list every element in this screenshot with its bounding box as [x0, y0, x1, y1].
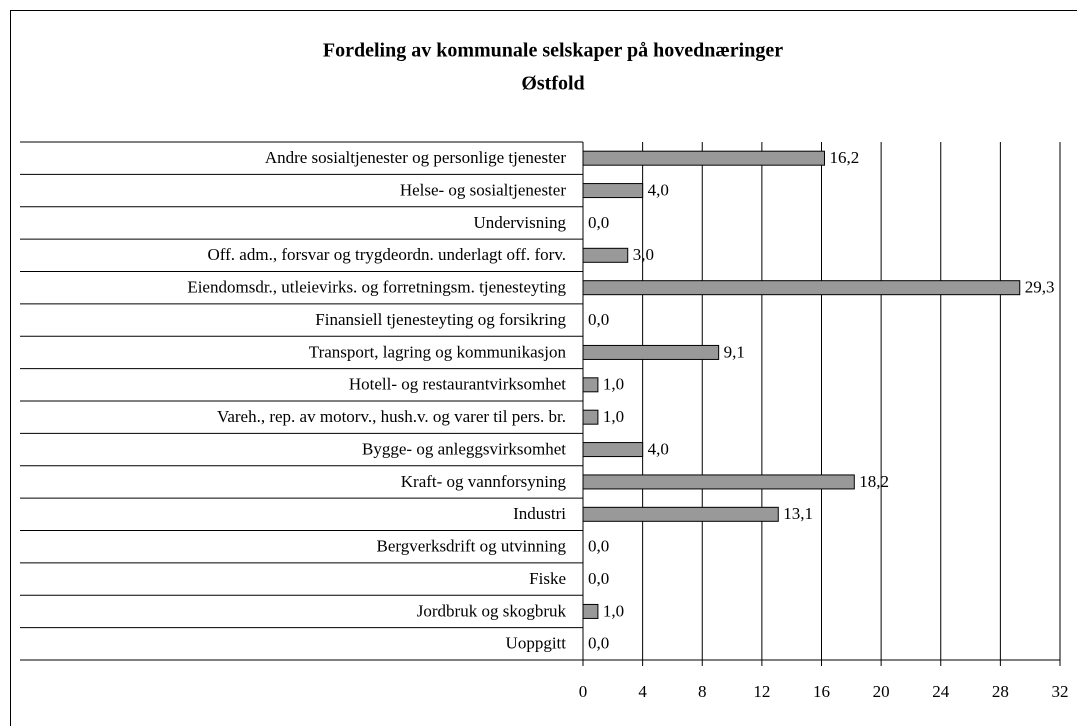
x-tick-label: 0 [579, 682, 588, 701]
data-label: 18,2 [859, 472, 889, 491]
y-tick-label: Vareh., rep. av motorv., hush.v. og vare… [217, 407, 566, 426]
data-label: 3,0 [633, 245, 654, 264]
data-label: 16,2 [829, 148, 859, 167]
data-label: 29,3 [1025, 278, 1055, 297]
x-tick-label: 16 [813, 682, 830, 701]
y-tick-label: Hotell- og restaurantvirksomhet [349, 375, 566, 394]
y-tick-label: Fiske [529, 569, 566, 588]
data-label: 0,0 [588, 213, 609, 232]
x-tick-label: 8 [698, 682, 707, 701]
data-label: 1,0 [603, 601, 624, 620]
y-tick-label: Eiendomsdr., utleievirks. og forretnings… [187, 278, 566, 297]
y-tick-label: Jordbruk og skogbruk [417, 601, 567, 620]
bar [582, 183, 644, 199]
data-label: 0,0 [588, 310, 609, 329]
x-tick-label: 4 [638, 682, 647, 701]
bar [582, 603, 599, 619]
data-label: 13,1 [783, 504, 813, 523]
y-tick-label: Finansiell tjenesteyting og forsikring [315, 310, 566, 329]
data-label: 0,0 [588, 569, 609, 588]
data-label: 4,0 [648, 180, 669, 199]
x-tick-label: 32 [1052, 682, 1069, 701]
data-label: 4,0 [648, 439, 669, 458]
bar [582, 247, 629, 263]
x-tick-label: 20 [873, 682, 890, 701]
y-tick-label: Off. adm., forsvar og trygdeordn. underl… [208, 245, 566, 264]
y-tick-label: Transport, lagring og kommunikasjon [309, 342, 567, 361]
data-label: 1,0 [603, 375, 624, 394]
bar [582, 377, 599, 393]
y-tick-label: Andre sosialtjenester og personlige tjen… [265, 148, 567, 167]
data-label: 1,0 [603, 407, 624, 426]
x-tick-label: 12 [753, 682, 770, 701]
bar [582, 280, 1021, 296]
chart-subtitle: Østfold [521, 73, 584, 95]
y-tick-label: Industri [513, 504, 566, 523]
y-tick-label: Undervisning [473, 213, 566, 232]
chart-title: Fordeling av kommunale selskaper på hove… [323, 40, 783, 62]
y-tick-label: Bergverksdrift og utvinning [377, 537, 567, 556]
data-label: 0,0 [588, 634, 609, 653]
y-tick-label: Bygge- og anleggsvirksomhet [362, 439, 566, 458]
data-label: 9,1 [724, 342, 745, 361]
x-tick-label: 28 [992, 682, 1009, 701]
y-tick-label: Helse- og sosialtjenester [400, 180, 567, 199]
y-tick-label: Kraft- og vannforsyning [401, 472, 567, 491]
bar [582, 506, 779, 522]
x-tick-label: 24 [932, 682, 950, 701]
bar [582, 474, 855, 490]
bar [582, 344, 720, 360]
bar [582, 409, 599, 425]
y-tick-label: Uoppgitt [506, 634, 567, 653]
data-label: 0,0 [588, 537, 609, 556]
bar [582, 442, 644, 458]
bar [582, 150, 825, 166]
